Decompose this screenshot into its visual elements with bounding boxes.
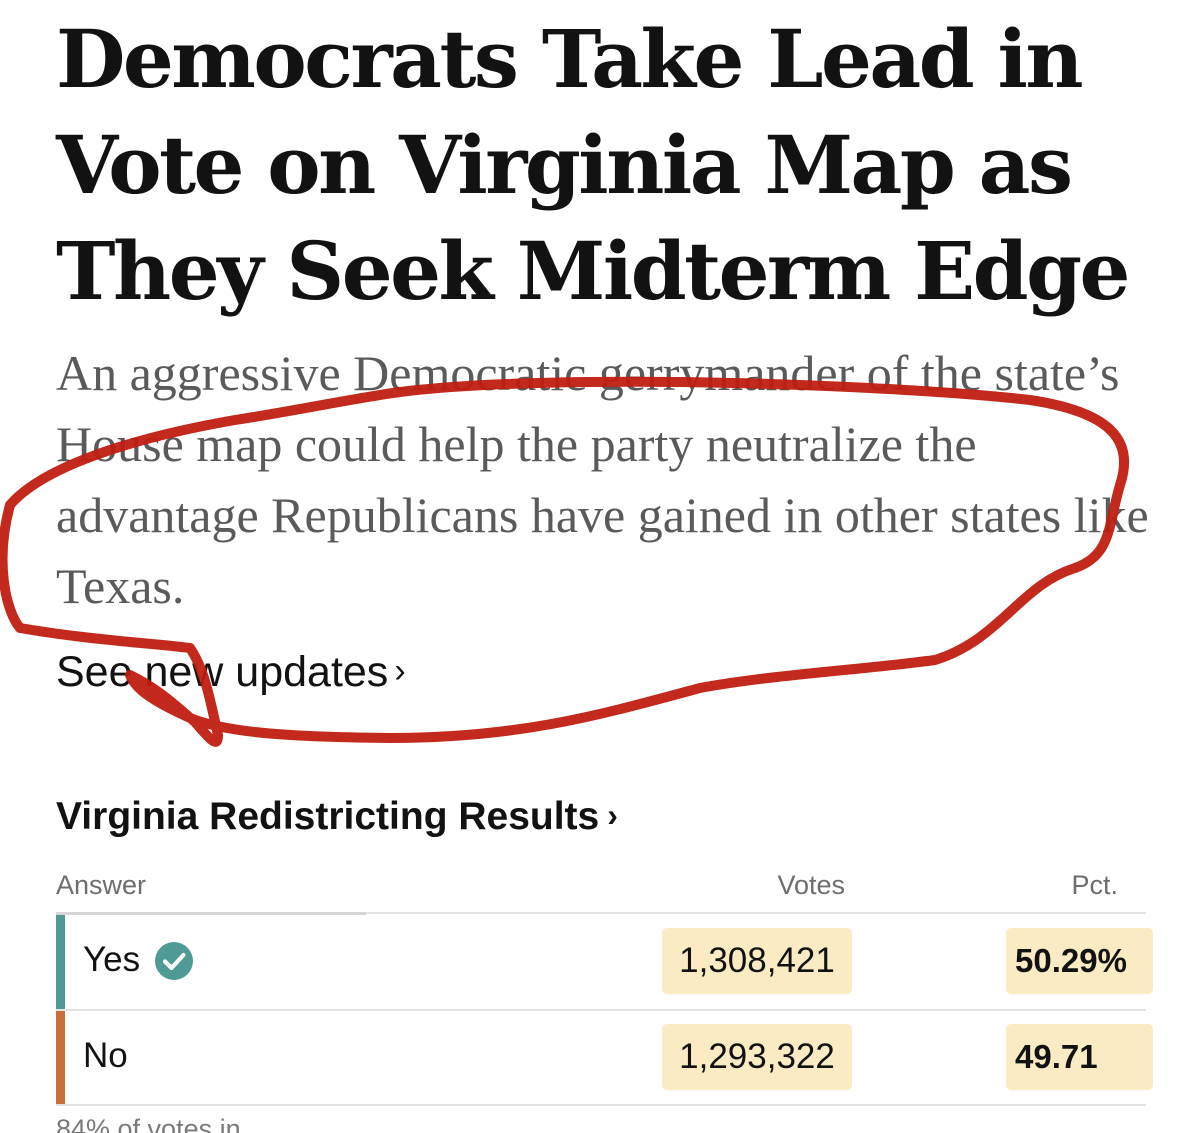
votes-value: 1,308,421	[662, 928, 852, 994]
table-row-no: No 1,293,322 49.71	[56, 1011, 1156, 1105]
see-new-updates-link[interactable]: See new updates ›	[56, 644, 406, 699]
results-title: Virginia Redistricting Results	[56, 795, 600, 838]
results-title-link[interactable]: Virginia Redistricting Results ›	[56, 790, 618, 842]
row-divider	[56, 1009, 1146, 1011]
answer-color-bar	[56, 1011, 65, 1105]
chevron-right-icon: ›	[607, 797, 618, 833]
column-header-pct: Pct.	[1071, 870, 1118, 900]
row-divider	[56, 1104, 1146, 1106]
pct-value: 49.71	[1006, 1024, 1153, 1090]
header-divider-light	[366, 912, 1146, 914]
table-row-yes: Yes 1,308,421 50.29%	[56, 915, 1156, 1009]
answer-label: No	[83, 1036, 128, 1075]
check-circle-icon	[155, 942, 193, 980]
article-summary: An aggressive Democratic gerrymander of …	[56, 345, 1149, 614]
answer-label: Yes	[83, 940, 141, 979]
column-header-votes: Votes	[777, 870, 845, 900]
updates-link-label: See new updates	[56, 648, 389, 696]
column-header-answer: Answer	[56, 870, 147, 900]
votes-value: 1,293,322	[662, 1024, 852, 1090]
header-divider	[56, 912, 366, 915]
pct-value: 50.29%	[1006, 928, 1153, 994]
headline: Democrats Take Lead in Vote on Virginia …	[56, 12, 1130, 318]
chevron-right-icon: ›	[394, 652, 406, 690]
votes-reporting-note: 84% of votes in	[56, 1114, 241, 1133]
answer-color-bar	[56, 915, 65, 1009]
